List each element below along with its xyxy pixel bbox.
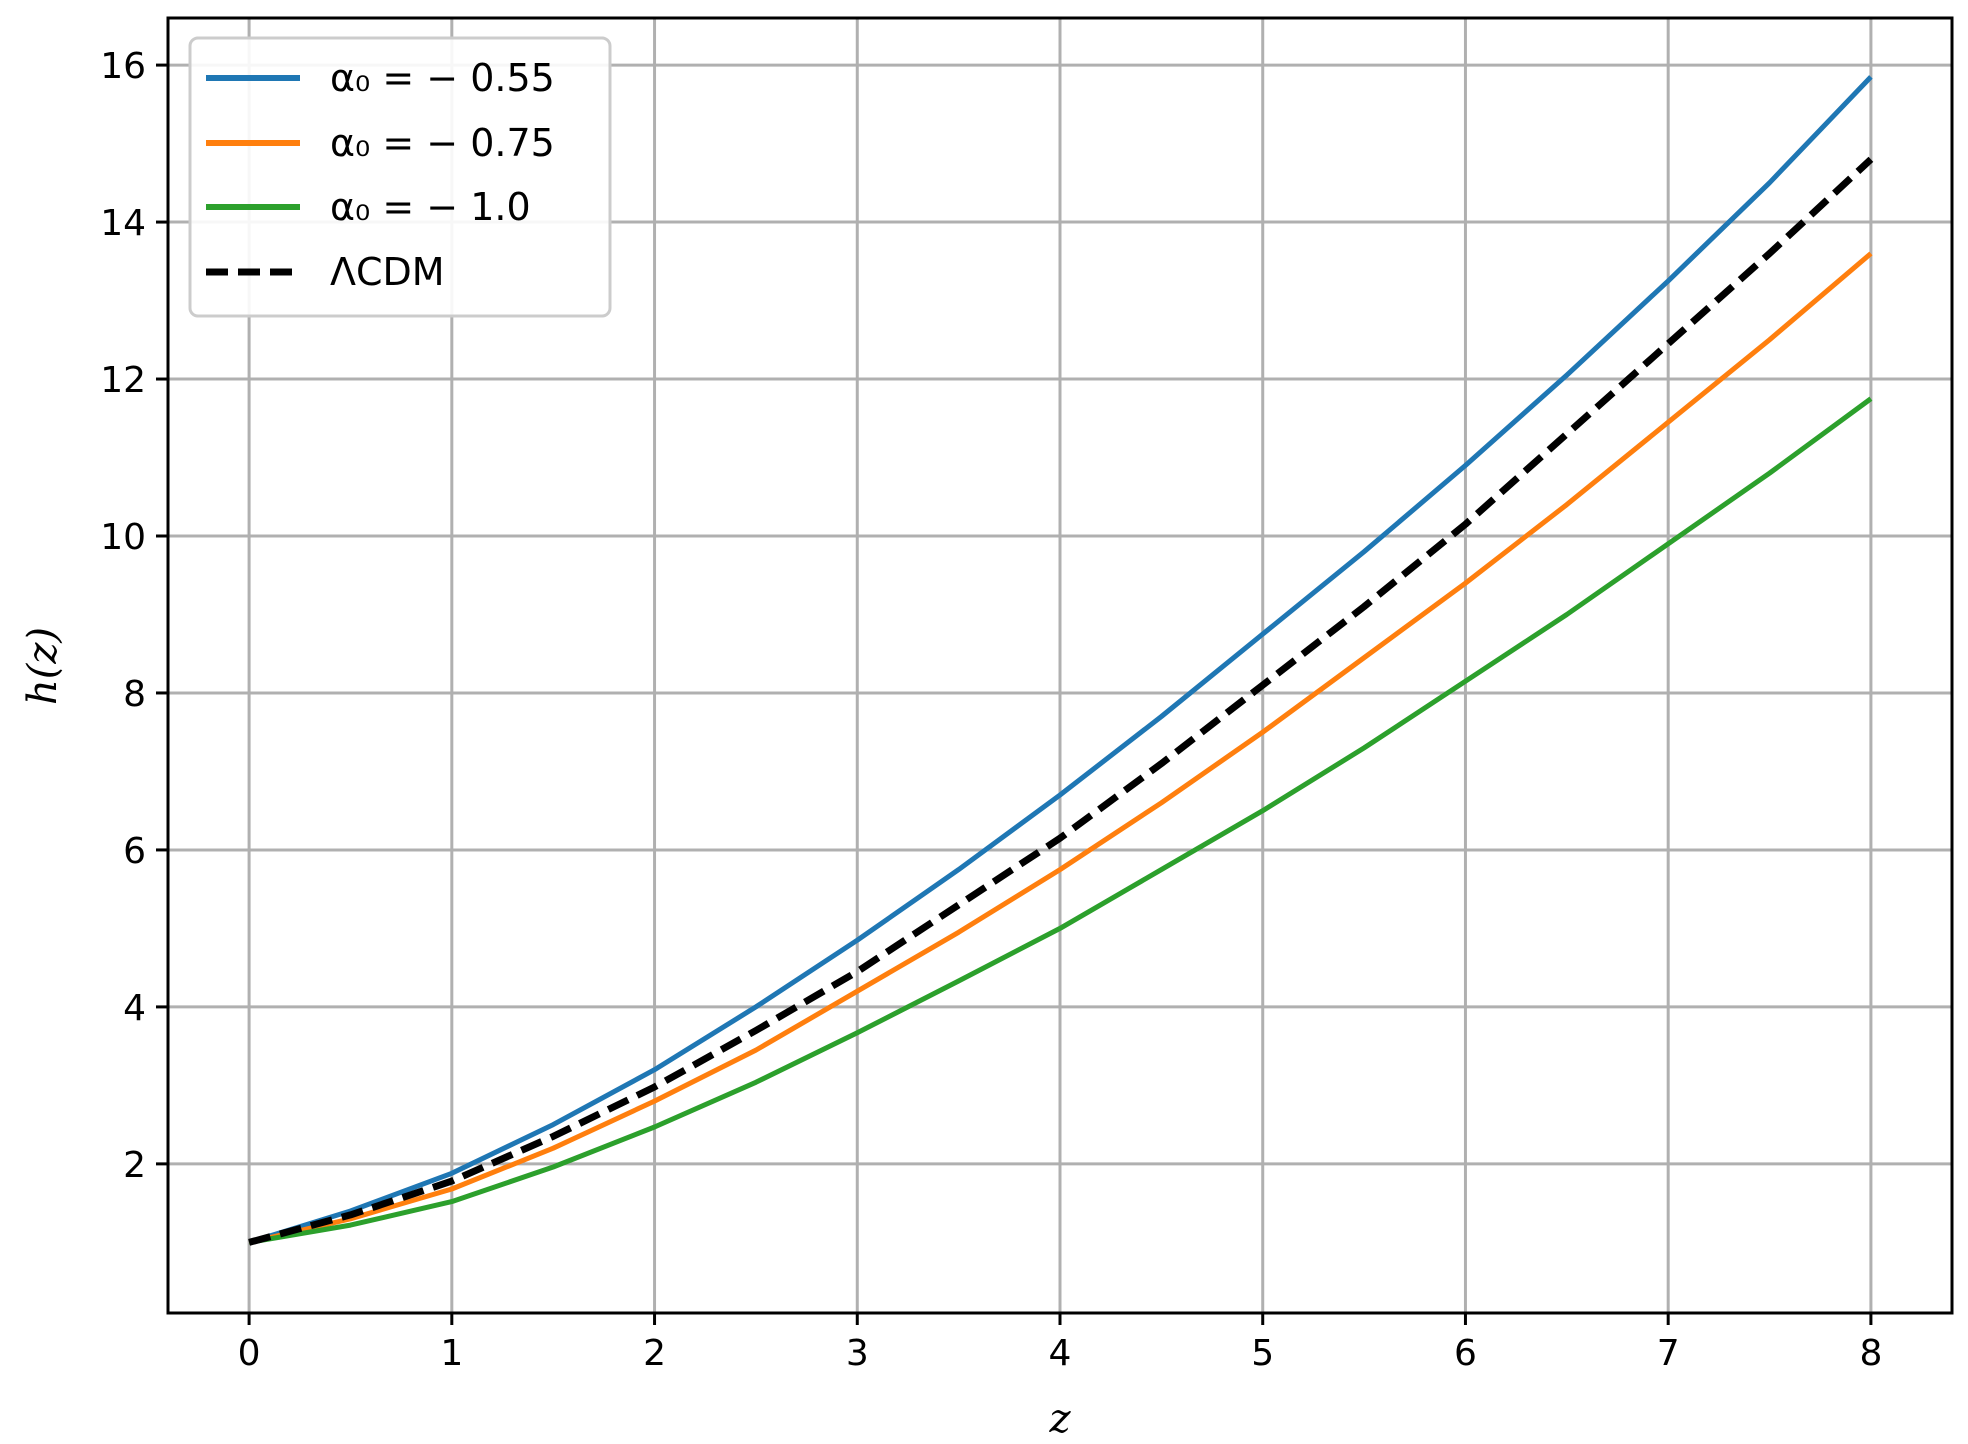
- x-tick-label: 5: [1251, 1333, 1274, 1374]
- y-tick-label: 2: [123, 1145, 146, 1186]
- legend-label-1: α₀ = − 0.75: [330, 121, 555, 165]
- y-tick-label: 4: [123, 988, 146, 1029]
- x-tick-label: 7: [1657, 1333, 1680, 1374]
- series-lines: [248, 75, 1874, 1246]
- legend-label-0: α₀ = − 0.55: [330, 56, 555, 100]
- legend-label-3: ΛCDM: [330, 250, 445, 294]
- grid: [168, 18, 1952, 1313]
- x-axis-label: z: [1048, 1396, 1071, 1442]
- series-line-1: [248, 251, 1873, 1245]
- y-tick-label: 12: [100, 360, 146, 401]
- legend-label-2: α₀ = − 1.0: [330, 185, 531, 229]
- y-tick-label: 16: [100, 46, 146, 87]
- y-tick-label: 6: [123, 831, 146, 872]
- series-line-3: [248, 156, 1874, 1246]
- x-tick-label: 0: [238, 1333, 261, 1374]
- y-tick-label: 8: [123, 674, 146, 715]
- x-tick-label: 8: [1859, 1333, 1882, 1374]
- series-line-2: [248, 396, 1873, 1245]
- y-axis-label: h(z): [20, 627, 66, 705]
- x-tick-label: 1: [440, 1333, 463, 1374]
- x-tick-label: 6: [1454, 1333, 1477, 1374]
- x-tick-label: 4: [1049, 1333, 1072, 1374]
- series-line-0: [248, 75, 1873, 1245]
- y-tick-label: 14: [100, 203, 146, 244]
- x-tick-label: 3: [846, 1333, 869, 1374]
- y-tick-label: 10: [100, 517, 146, 558]
- legend: α₀ = − 0.55 α₀ = − 0.75 α₀ = − 1.0 ΛCDM: [188, 36, 612, 318]
- legend-box: [188, 36, 612, 318]
- x-tick-label: 2: [643, 1333, 666, 1374]
